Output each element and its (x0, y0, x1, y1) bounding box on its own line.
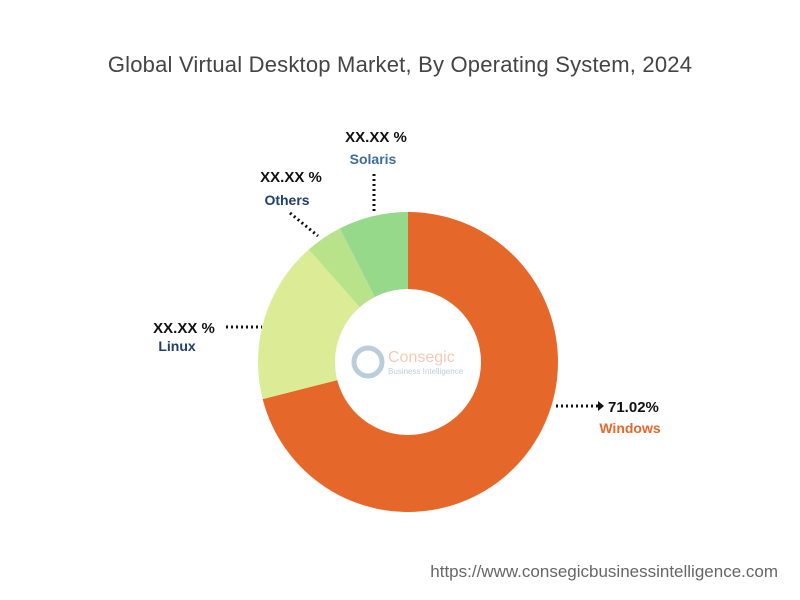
svg-text:Consegic: Consegic (388, 349, 455, 366)
category-label-solaris: Solaris (350, 151, 397, 167)
data-label-solaris: XX.XX % (345, 129, 407, 146)
chart-title: Global Virtual Desktop Market, By Operat… (107, 52, 693, 77)
svg-text:Business Intelligence: Business Intelligence (388, 367, 464, 376)
slice-solaris (339, 212, 408, 297)
category-label-others: Others (264, 192, 309, 208)
category-label-windows: Windows (599, 420, 661, 436)
category-label-linux: Linux (158, 338, 196, 354)
watermark-logo: Consegic Business Intelligence (351, 345, 464, 379)
arrow-icon (598, 401, 604, 411)
slice-others (308, 228, 375, 308)
data-label-windows: 71.02% (608, 399, 659, 416)
slice-windows (262, 212, 558, 513)
data-label-others: XX.XX % (260, 169, 322, 186)
leader-line-others (289, 211, 319, 238)
source-url[interactable]: https://www.consegicbusinessintelligence… (430, 562, 778, 581)
slice-linux (258, 249, 360, 400)
data-label-linux: XX.XX % (153, 320, 215, 337)
